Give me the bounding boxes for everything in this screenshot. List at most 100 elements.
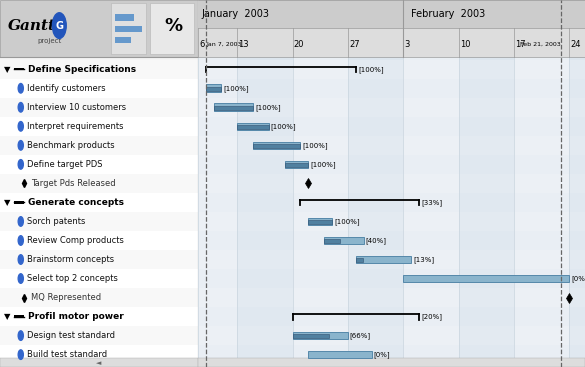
Text: G: G <box>56 21 63 30</box>
Bar <box>198 117 585 136</box>
Text: 24: 24 <box>570 40 581 48</box>
Circle shape <box>18 160 23 169</box>
Text: [100%]: [100%] <box>271 123 297 130</box>
Bar <box>198 98 585 117</box>
Text: [40%]: [40%] <box>366 237 387 244</box>
Text: Interpret requirements: Interpret requirements <box>27 122 123 131</box>
Bar <box>198 269 585 288</box>
Bar <box>292 57 348 367</box>
Bar <box>14 201 24 204</box>
Bar <box>0 193 198 212</box>
Bar <box>403 57 459 367</box>
Bar <box>253 142 301 149</box>
Text: [100%]: [100%] <box>358 66 384 73</box>
Bar <box>285 163 308 167</box>
Text: %: % <box>164 17 182 34</box>
Bar <box>0 269 198 288</box>
Bar <box>198 29 585 57</box>
Bar <box>292 332 348 339</box>
Circle shape <box>18 217 23 226</box>
Bar <box>198 136 585 155</box>
Text: 20: 20 <box>294 40 304 48</box>
Text: Select top 2 concepts: Select top 2 concepts <box>27 274 118 283</box>
Bar <box>198 60 585 79</box>
Text: Identify customers: Identify customers <box>27 84 105 93</box>
Bar <box>285 161 308 168</box>
Bar <box>198 79 585 98</box>
Text: 6: 6 <box>199 40 204 48</box>
Text: [0%]: [0%] <box>571 275 585 282</box>
Text: [100%]: [100%] <box>255 104 281 111</box>
Text: ◄: ◄ <box>96 360 102 366</box>
Text: Build test standard: Build test standard <box>27 350 107 359</box>
Bar <box>198 174 585 193</box>
Text: Review Comp products: Review Comp products <box>27 236 123 245</box>
Bar <box>198 193 585 212</box>
Text: [100%]: [100%] <box>334 218 360 225</box>
Bar <box>324 239 340 243</box>
Bar <box>0 155 198 174</box>
Text: ▼: ▼ <box>4 312 11 321</box>
Bar <box>0 212 198 231</box>
Text: MQ Represented: MQ Represented <box>30 293 101 302</box>
Bar <box>198 326 585 345</box>
Text: [100%]: [100%] <box>311 161 336 168</box>
Text: Profil motor power: Profil motor power <box>27 312 123 321</box>
Bar <box>0 98 198 117</box>
Bar <box>0 358 198 367</box>
Bar <box>0 345 198 364</box>
Text: [100%]: [100%] <box>223 85 249 92</box>
Bar <box>198 288 585 307</box>
Text: [33%]: [33%] <box>421 199 442 206</box>
Text: Sorch patents: Sorch patents <box>27 217 85 226</box>
Bar <box>115 26 142 32</box>
Bar <box>198 250 585 269</box>
Bar <box>198 0 585 29</box>
Text: February  2003: February 2003 <box>411 9 486 19</box>
Text: [13%]: [13%] <box>413 256 434 263</box>
Bar <box>356 258 363 262</box>
Bar <box>0 288 198 307</box>
Bar <box>253 143 301 148</box>
Text: ▼: ▼ <box>4 198 11 207</box>
Bar <box>214 103 253 111</box>
Text: Benchmark products: Benchmark products <box>27 141 114 150</box>
Bar <box>0 136 198 155</box>
Bar <box>198 345 585 364</box>
Circle shape <box>18 141 23 150</box>
Bar <box>0 174 198 193</box>
Bar <box>569 57 585 367</box>
Circle shape <box>18 84 23 93</box>
Text: Feb 21, 2003: Feb 21, 2003 <box>519 41 560 47</box>
Circle shape <box>53 13 66 39</box>
Bar <box>238 124 269 129</box>
Bar <box>214 106 253 110</box>
Circle shape <box>18 255 23 264</box>
Bar <box>14 68 24 70</box>
Bar <box>0 307 198 326</box>
Text: [66%]: [66%] <box>350 332 371 339</box>
Bar <box>198 57 238 367</box>
Bar <box>0 117 198 136</box>
Text: 13: 13 <box>239 40 249 48</box>
Text: 17: 17 <box>515 40 526 48</box>
Text: ▼: ▼ <box>4 65 11 74</box>
Text: [0%]: [0%] <box>374 351 390 358</box>
Text: project: project <box>37 38 61 44</box>
Bar <box>14 316 24 318</box>
Bar <box>198 358 585 367</box>
Bar <box>0 79 198 98</box>
Text: Brainstorm concepts: Brainstorm concepts <box>27 255 114 264</box>
Bar <box>115 14 135 21</box>
Bar <box>238 57 292 367</box>
Bar <box>324 237 364 244</box>
Bar <box>115 37 130 44</box>
Bar <box>292 334 329 338</box>
Circle shape <box>18 274 23 283</box>
Bar <box>198 212 585 231</box>
Circle shape <box>18 236 23 245</box>
Bar <box>0 0 198 57</box>
Bar <box>403 275 569 282</box>
Bar <box>111 3 146 54</box>
Bar <box>206 87 222 91</box>
